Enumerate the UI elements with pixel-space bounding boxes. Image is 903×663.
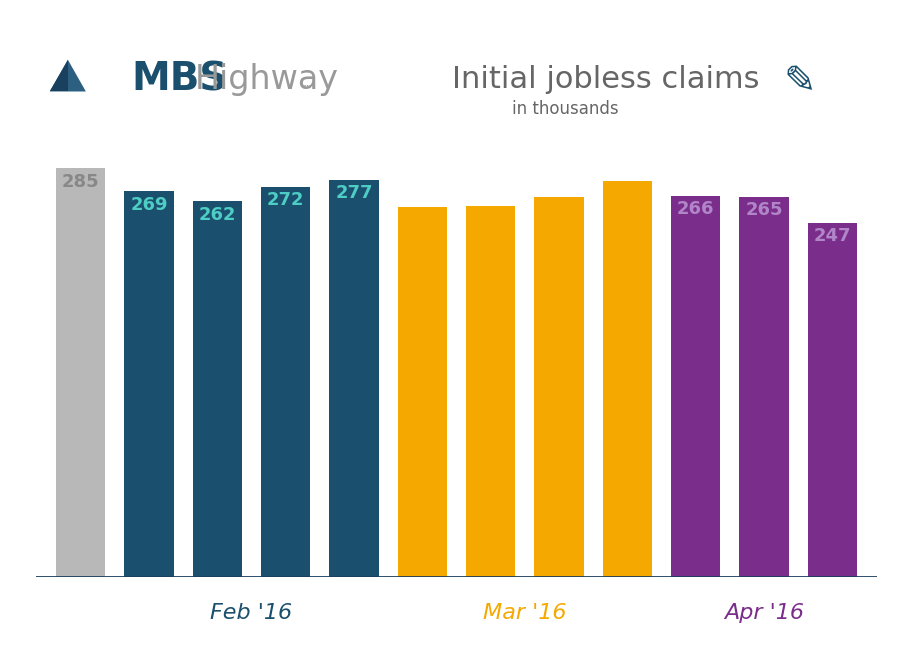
Bar	[670, 196, 720, 577]
Text: 262: 262	[199, 206, 236, 223]
Bar	[397, 207, 446, 577]
Bar	[466, 206, 515, 577]
Text: ✎: ✎	[783, 63, 815, 101]
Text: 265: 265	[745, 202, 782, 219]
Text: Initial jobless claims: Initial jobless claims	[452, 65, 759, 94]
Text: 259: 259	[471, 210, 509, 228]
Bar	[807, 223, 856, 577]
Text: 272: 272	[266, 192, 304, 210]
Text: ™: ™	[301, 84, 312, 95]
Bar	[56, 168, 105, 577]
Text: in thousands: in thousands	[511, 100, 618, 119]
Bar	[739, 197, 787, 577]
Bar	[261, 187, 310, 577]
Bar	[602, 181, 651, 577]
Text: 269: 269	[130, 196, 167, 213]
Text: Apr '16: Apr '16	[723, 603, 803, 623]
Text: Mar '16: Mar '16	[482, 603, 566, 623]
Bar	[329, 180, 378, 577]
Text: 265: 265	[540, 202, 577, 219]
Bar	[534, 197, 583, 577]
Text: 266: 266	[676, 200, 713, 218]
Text: 277: 277	[335, 184, 372, 202]
Bar	[125, 192, 173, 577]
Text: 247: 247	[813, 227, 851, 245]
Text: 276: 276	[608, 186, 646, 204]
Text: Highway: Highway	[194, 63, 338, 96]
Bar	[192, 202, 242, 577]
Text: Feb '16: Feb '16	[210, 603, 293, 623]
Text: MBS: MBS	[131, 60, 228, 99]
Text: 285: 285	[61, 173, 99, 191]
Text: 258: 258	[403, 211, 441, 229]
